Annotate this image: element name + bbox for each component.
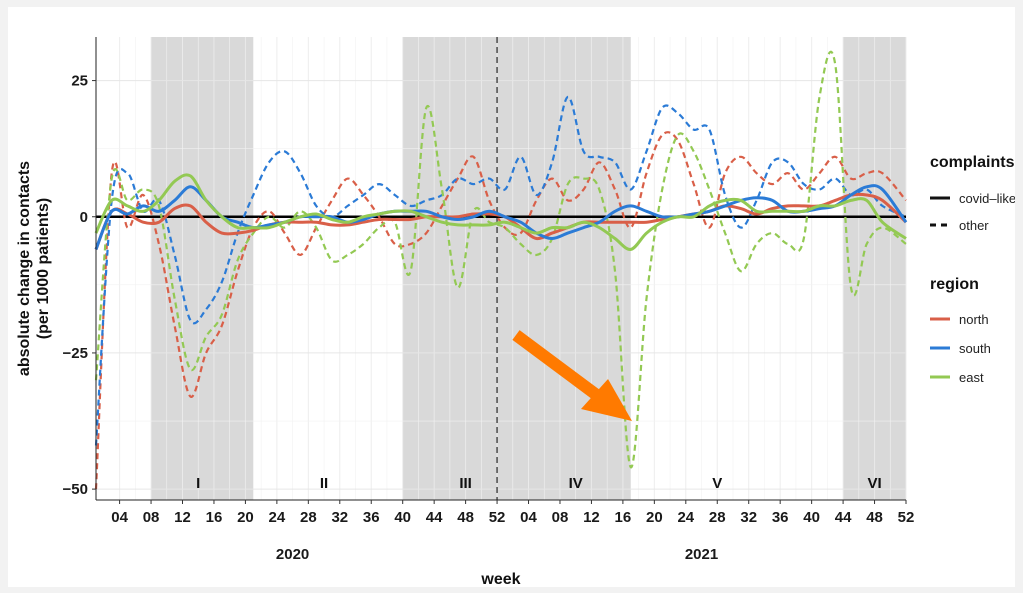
period-labels: I II III IV V VI (196, 475, 881, 492)
x-tick-label: 36 (772, 509, 789, 526)
y-axis-title-line1: absolute change in contacts (16, 161, 33, 376)
x-tick-labels: 04 08 12 16 20 24 28 32 36 40 44 48 52 04 08 12 16 20 24 28… (111, 500, 914, 526)
x-tick-label: 44 (426, 509, 443, 526)
x-tick-label: 52 (489, 509, 506, 526)
legend-label-north: north (959, 312, 989, 327)
y-axis-title-line2: (per 1000 patients) (35, 198, 52, 339)
x-tick-label: 04 (111, 509, 128, 526)
series-line-east-covid-like (94, 173, 907, 251)
period-label-IV: IV (569, 475, 583, 492)
x-tick-label: 32 (331, 509, 348, 526)
series-lines (94, 50, 908, 490)
figure-frame: I II III IV V VI 04 08 12 16 20 24 28 32 36 40 44 48 52 04… (8, 7, 1015, 587)
period-label-I: I (196, 475, 200, 492)
legend: complaints covid–like other region north… (930, 154, 1015, 385)
year-label-2021: 2021 (685, 546, 718, 563)
grid (96, 37, 907, 500)
series-line-south-covid-like (94, 184, 908, 250)
x-tick-label: 04 (520, 509, 537, 526)
legend-label-covid-like: covid–like (959, 191, 1015, 206)
period-band-IV (497, 37, 631, 500)
x-tick-label: 28 (300, 509, 317, 526)
x-tick-label: 12 (174, 509, 191, 526)
x-tick-label: 16 (615, 509, 632, 526)
legend-title-region: region (930, 276, 979, 293)
period-label-III: III (459, 475, 472, 492)
x-tick-label: 24 (677, 509, 694, 526)
legend-label-east: east (959, 370, 984, 385)
legend-label-other: other (959, 218, 989, 233)
series-line-south-other (94, 95, 907, 446)
x-tick-label: 20 (646, 509, 663, 526)
x-axis-title: week (480, 571, 520, 587)
y-tick-label: −25 (63, 345, 88, 362)
orange-arrow-annotation (512, 330, 632, 421)
x-tick-label: 52 (898, 509, 915, 526)
line-chart: I II III IV V VI 04 08 12 16 20 24 28 32 36 40 44 48 52 04… (16, 37, 1015, 587)
x-tick-label: 12 (583, 509, 600, 526)
period-label-VI: VI (867, 475, 881, 492)
x-tick-label: 20 (237, 509, 254, 526)
period-band-I (151, 37, 254, 500)
legend-title-complaints: complaints (930, 154, 1015, 171)
series-line-north-other (94, 131, 907, 490)
x-tick-label: 08 (143, 509, 160, 526)
year-label-2020: 2020 (276, 546, 309, 563)
x-tick-label: 40 (394, 509, 411, 526)
x-tick-label: 16 (206, 509, 223, 526)
x-tick-label: 48 (457, 509, 474, 526)
y-tick-label: 25 (71, 73, 88, 90)
legend-label-south: south (959, 341, 991, 356)
y-tick-label: 0 (80, 209, 88, 226)
x-tick-label: 08 (552, 509, 569, 526)
arrow-head (581, 379, 632, 421)
x-tick-label: 48 (866, 509, 883, 526)
x-tick-label: 44 (835, 509, 852, 526)
axes (95, 37, 906, 501)
y-tick-label: −50 (63, 481, 88, 498)
x-tick-label: 32 (740, 509, 757, 526)
x-tick-label: 24 (269, 509, 286, 526)
period-label-II: II (320, 475, 328, 492)
y-tick-labels: −50 −25 0 25 (63, 73, 96, 498)
period-label-V: V (712, 475, 722, 492)
arrow-shaft (512, 330, 606, 404)
x-tick-label: 28 (709, 509, 726, 526)
x-tick-label: 36 (363, 509, 380, 526)
x-tick-label: 40 (803, 509, 820, 526)
